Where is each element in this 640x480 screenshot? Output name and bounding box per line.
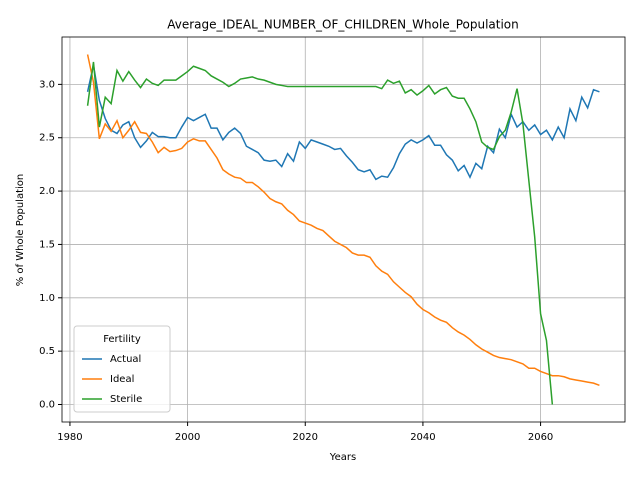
y-axis-label: % of Whole Population [15,174,26,287]
x-tick-label: 2000 [175,432,200,443]
legend-label: Ideal [110,374,134,385]
y-tick-label: 1.0 [39,293,55,304]
x-axis-label: Years [329,452,356,463]
series-line [86,61,554,405]
legend-label: Actual [110,354,141,365]
legend-label: Sterile [110,394,142,405]
series-line [86,54,600,386]
legend: Fertility Actual Ideal Sterile [73,325,171,413]
chart-title: Average_IDEAL_NUMBER_OF_CHILDREN_Whole_P… [167,18,519,32]
y-tick-label: 3.0 [39,79,55,90]
x-tick-label: 2060 [528,432,553,443]
y-tick-label: 2.0 [39,186,55,197]
x-tick-label: 2020 [293,432,318,443]
x-tick-label: 1980 [57,432,82,443]
series-line [86,65,600,181]
plot-frame [61,36,626,423]
x-tick-label: 2040 [410,432,435,443]
y-tick-label: 0.5 [39,346,55,357]
y-tick-label: 1.5 [39,239,55,250]
y-tick-label: 2.5 [39,133,55,144]
legend-title: Fertility [103,334,141,345]
legend-box [73,325,171,413]
y-tick-label: 0.0 [39,400,55,411]
